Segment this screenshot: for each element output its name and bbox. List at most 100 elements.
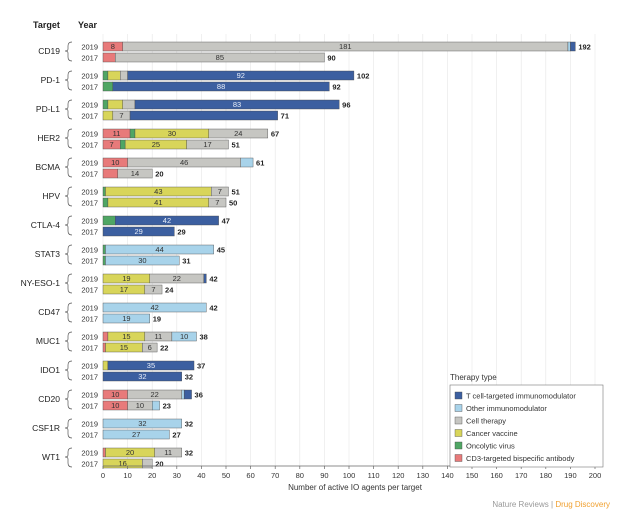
target-label: PD-L1	[36, 104, 60, 114]
segment-value-label: 30	[138, 256, 146, 265]
bar-segment-virus	[102, 186, 106, 197]
bar-total-label: 47	[222, 217, 230, 226]
target-label: HPV	[43, 191, 61, 201]
bar-segment-tcell	[102, 226, 175, 237]
bar-total-label: 45	[217, 246, 225, 255]
year-label: 2019	[81, 275, 98, 284]
group-brace	[64, 389, 73, 410]
x-tick-label: 70	[271, 471, 279, 480]
legend-entry: Cancer vaccine	[466, 429, 518, 438]
segment-value-label: 14	[131, 169, 139, 178]
bar-segment-cd3	[102, 52, 116, 63]
bar-segment-other	[102, 429, 170, 440]
x-tick-label: 90	[320, 471, 328, 480]
bar-total-label: 42	[209, 275, 217, 284]
bar-segment-cell	[208, 128, 269, 139]
bar-total-label: 19	[153, 315, 161, 324]
bar-segment-cell	[154, 447, 182, 458]
year-label: 2017	[81, 112, 98, 121]
bar-total-label: 37	[197, 362, 205, 371]
target-label: PD-1	[41, 75, 61, 85]
bar-segment-virus	[129, 128, 136, 139]
bar-segment-other	[567, 41, 571, 52]
bar-segment-other	[105, 255, 180, 266]
bar-total-label: 20	[155, 170, 163, 179]
segment-value-label: 6	[148, 343, 152, 352]
x-tick-label: 10	[123, 471, 131, 480]
segment-value-label: 20	[126, 448, 134, 457]
year-label: 2019	[81, 188, 98, 197]
bar-total-label: 51	[231, 141, 239, 150]
bar-segment-tcell	[183, 389, 192, 400]
group-brace	[64, 360, 73, 381]
bar-segment-tcell	[134, 99, 340, 110]
x-tick-label: 100	[343, 471, 356, 480]
bar-total-label: 24	[165, 286, 174, 295]
year-label: 2019	[81, 449, 98, 458]
x-tick-label: 20	[148, 471, 156, 480]
group-brace	[64, 215, 73, 236]
bar-segment-virus	[102, 215, 116, 226]
segment-value-label: 32	[138, 372, 146, 381]
bar-total-label: 102	[357, 72, 370, 81]
group-brace	[64, 128, 73, 149]
bar-total-label: 23	[163, 402, 171, 411]
bar-segment-cell	[117, 168, 153, 179]
bar-segment-cell	[122, 99, 136, 110]
x-tick-label: 130	[417, 471, 430, 480]
bar-total-label: 71	[281, 112, 289, 121]
segment-value-label: 17	[203, 140, 211, 149]
bar-segment-tcell	[102, 371, 182, 382]
segment-value-label: 88	[217, 82, 225, 91]
group-brace	[64, 273, 73, 294]
segment-value-label: 7	[215, 198, 219, 207]
group-brace	[64, 302, 73, 323]
year-label: 2019	[81, 420, 98, 429]
group-brace	[64, 99, 73, 120]
segment-value-label: 92	[237, 71, 245, 80]
x-axis-label: Number of active IO agents per target	[288, 483, 423, 492]
target-label: CD20	[38, 394, 60, 404]
segment-value-label: 181	[339, 42, 352, 51]
legend-swatch-virus	[454, 441, 463, 450]
legend-entry: CD3-targeted bispecific antibody	[466, 454, 575, 463]
legend-swatch-cd3	[454, 454, 463, 462]
year-label: 2019	[81, 217, 98, 226]
segment-value-label: 11	[113, 129, 121, 138]
bar-segment-virus	[102, 197, 109, 208]
x-tick-label: 170	[515, 471, 528, 480]
target-label: CTLA-4	[31, 220, 61, 230]
header-year: Year	[78, 20, 98, 30]
bar-total-label: 38	[199, 333, 207, 342]
year-label: 2017	[81, 54, 98, 63]
bar-segment-other	[181, 389, 185, 400]
year-label: 2019	[81, 362, 98, 371]
bar-total-label: 32	[185, 373, 193, 382]
bar-segment-tcell	[203, 273, 207, 284]
segment-value-label: 42	[150, 303, 158, 312]
group-brace	[64, 70, 73, 91]
source-journal: Nature Reviews	[492, 500, 548, 509]
group-brace	[64, 244, 73, 265]
bar-segment-cell	[142, 458, 153, 469]
bar-segment-cd3	[102, 168, 118, 179]
bar-segment-cd3	[102, 342, 106, 353]
target-label: CD19	[38, 46, 60, 56]
target-label: MUC1	[36, 336, 60, 346]
x-tick-label: 200	[589, 471, 602, 480]
x-tick-label: 120	[392, 471, 405, 480]
segment-value-label: 15	[120, 343, 128, 352]
segment-value-label: 19	[122, 274, 130, 283]
segment-value-label: 35	[147, 361, 155, 370]
bar-segment-virus	[102, 70, 109, 81]
segment-value-label: 7	[110, 140, 114, 149]
source-separator: |	[549, 500, 556, 509]
segment-value-label: 10	[111, 158, 119, 167]
segment-value-label: 85	[216, 53, 224, 62]
bar-segment-vaccine	[107, 99, 123, 110]
segment-value-label: 15	[122, 332, 130, 341]
legend-entry: T cell-targeted immunomodulator	[466, 392, 576, 401]
bar-total-label: 27	[172, 431, 180, 440]
